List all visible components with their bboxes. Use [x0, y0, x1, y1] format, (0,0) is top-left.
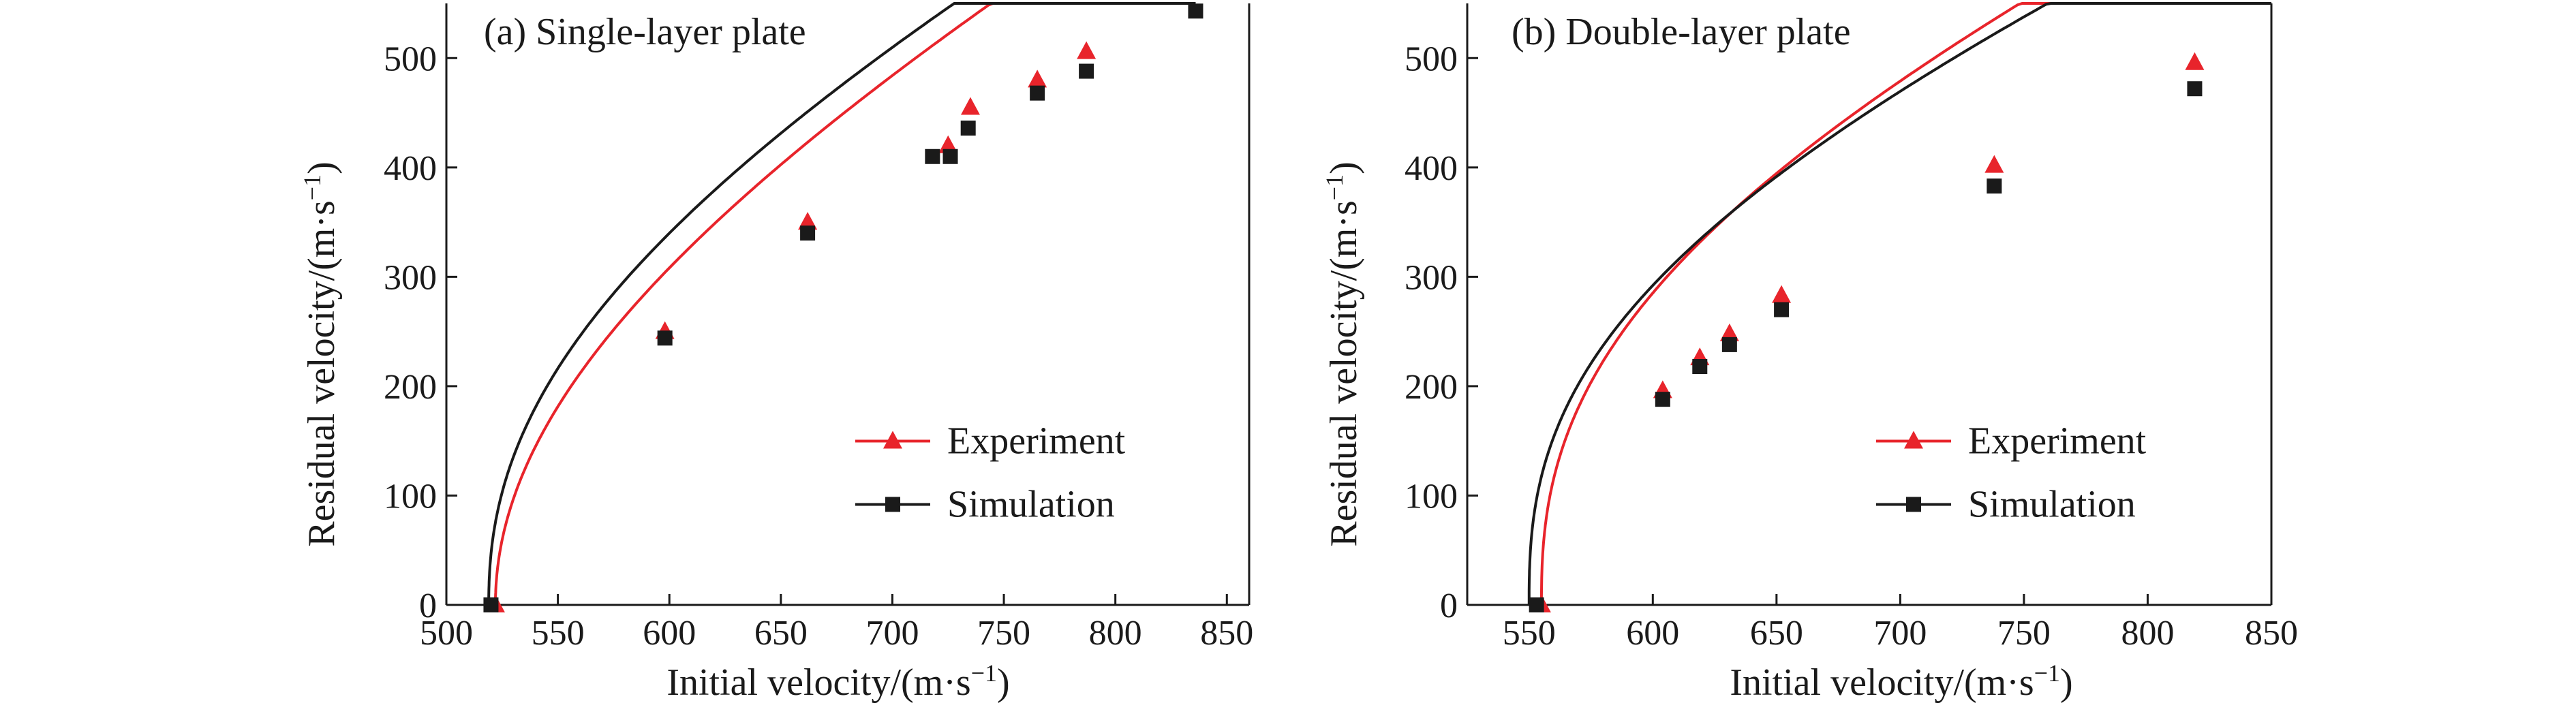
x-tick-label: 550 — [1503, 614, 1556, 653]
panel-a-simulation-point — [483, 597, 499, 612]
panel-a-simulation-point — [1079, 63, 1094, 79]
x-tick-label: 600 — [643, 614, 696, 653]
y-tick-label: 400 — [384, 149, 437, 188]
panel-b-simulation-point — [1721, 337, 1737, 352]
y-tick-label: 100 — [1405, 477, 1458, 516]
legend-marker — [885, 497, 900, 512]
panel-b-simulation-point — [1692, 359, 1708, 375]
panel-a-experiment-point — [1028, 69, 1047, 88]
panel-a-simulation-point — [960, 121, 976, 136]
y-tick-label: 400 — [1405, 149, 1458, 188]
panel-a-experiment-point — [1077, 41, 1097, 59]
panel-a-experiment-curve — [494, 2, 1178, 605]
y-tick-label: 300 — [1405, 258, 1458, 297]
panel-b-simulation-point — [1655, 392, 1670, 407]
panel-a: (a) Single-layer plate Residual velocity… — [298, 1, 1253, 704]
y-tick-label: 200 — [1405, 368, 1458, 407]
panel-a-simulation-point — [942, 149, 958, 164]
panel-a-title: (a) Single-layer plate — [484, 11, 806, 53]
x-tick-label: 700 — [865, 614, 919, 653]
panel-b-experiment-point — [1984, 155, 2004, 173]
legend-marker — [1904, 431, 1923, 449]
x-tick-label: 600 — [1626, 614, 1679, 653]
x-tick-label: 850 — [2245, 614, 2298, 653]
x-tick-label: 850 — [1200, 614, 1253, 653]
y-tick-label: 200 — [384, 368, 437, 407]
legend-label-simulation: Simulation — [947, 483, 1115, 525]
y-tick-label: 500 — [384, 40, 437, 78]
panel-b-experiment-point — [2185, 52, 2205, 70]
panel-a-experiment-point — [960, 97, 980, 115]
panel-a-experiment-point — [798, 212, 818, 230]
panel-b-title: (b) Double-layer plate — [1512, 11, 1851, 53]
legend-label-simulation: Simulation — [1968, 483, 2136, 525]
panel-a-experiment-point — [938, 135, 958, 153]
x-tick-label: 650 — [1750, 614, 1803, 653]
legend-marker — [883, 431, 902, 449]
panel-a-y-axis-label: Residual velocity/(m·s−1) — [298, 161, 343, 547]
y-tick-label: 0 — [419, 587, 437, 625]
legend-label-experiment: Experiment — [1968, 420, 2147, 462]
x-tick-label: 550 — [532, 614, 585, 653]
panel-a-simulation-curve — [487, 1, 1196, 605]
x-tick-label: 800 — [2121, 614, 2174, 653]
x-tick-label: 500 — [420, 614, 473, 653]
panel-b-experiment-curve — [1539, 1, 2271, 605]
panel-a-simulation-point — [925, 149, 940, 164]
panel-a-simulation-point — [657, 330, 673, 346]
legend-marker — [1906, 497, 1921, 512]
legend-label-experiment: Experiment — [947, 420, 1126, 462]
panel-a-simulation-point — [800, 225, 816, 241]
x-tick-label: 650 — [754, 614, 808, 653]
y-tick-label: 300 — [384, 258, 437, 297]
panel-b-simulation-point — [2187, 81, 2203, 97]
y-tick-label: 0 — [1440, 587, 1458, 625]
x-tick-label: 750 — [1997, 614, 2051, 653]
x-tick-label: 750 — [977, 614, 1030, 653]
panel-a-x-axis-label: Initial velocity/(m·s−1) — [666, 659, 1009, 704]
y-tick-label: 100 — [384, 477, 437, 516]
x-tick-label: 700 — [1873, 614, 1927, 653]
panel-b-simulation-point — [1529, 597, 1544, 612]
y-tick-label: 500 — [1405, 40, 1458, 78]
panel-b-experiment-point — [1772, 285, 1792, 303]
panel-b-simulation-point — [1987, 178, 2002, 194]
panel-b-experiment-point — [1719, 323, 1739, 341]
panel-b: (b) Double-layer plate Residual velocity… — [1321, 1, 2298, 704]
x-tick-label: 800 — [1089, 614, 1142, 653]
panel-b-y-axis-label: Residual velocity/(m·s−1) — [1321, 161, 1365, 547]
panel-b-x-axis-label: Initial velocity/(m·s−1) — [1730, 659, 2072, 704]
panel-b-simulation-point — [1774, 302, 1790, 317]
panel-a-simulation-point — [1188, 3, 1203, 19]
panel-a-simulation-point — [1030, 85, 1045, 101]
panel-b-simulation-curve — [1527, 2, 2271, 605]
